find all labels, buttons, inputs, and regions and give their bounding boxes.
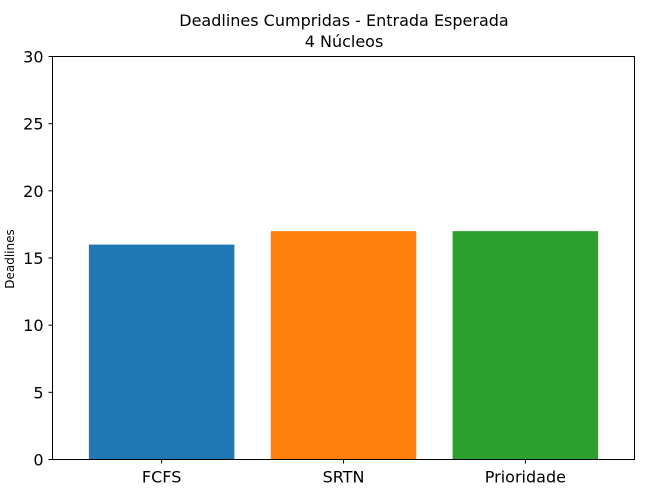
y-axis-label: Deadlines [3, 229, 17, 289]
y-tick-label: 10 [23, 316, 43, 335]
y-axis-ticks: 0 5 10 15 20 25 30 [23, 48, 53, 470]
y-tick-label: 0 [33, 451, 43, 470]
chart-subtitle: 4 Núcleos [305, 32, 384, 51]
x-axis-ticks: FCFS SRTN Prioridade [142, 459, 566, 487]
bar-prioridade [452, 231, 599, 460]
y-tick-label: 20 [23, 182, 43, 201]
x-tick-label: Prioridade [485, 468, 566, 487]
y-tick-label: 30 [23, 48, 43, 67]
y-tick-label: 5 [33, 383, 43, 402]
y-tick-label: 15 [23, 249, 43, 268]
x-tick-label: SRTN [323, 468, 365, 487]
plot-frame [52, 56, 635, 460]
x-tick-label: FCFS [142, 468, 181, 487]
bar-srtn [270, 231, 417, 460]
y-tick-label: 25 [23, 115, 43, 134]
bars-group [88, 231, 599, 460]
chart-title: Deadlines Cumpridas - Entrada Esperada [179, 11, 508, 30]
bar-fcfs [88, 244, 235, 460]
